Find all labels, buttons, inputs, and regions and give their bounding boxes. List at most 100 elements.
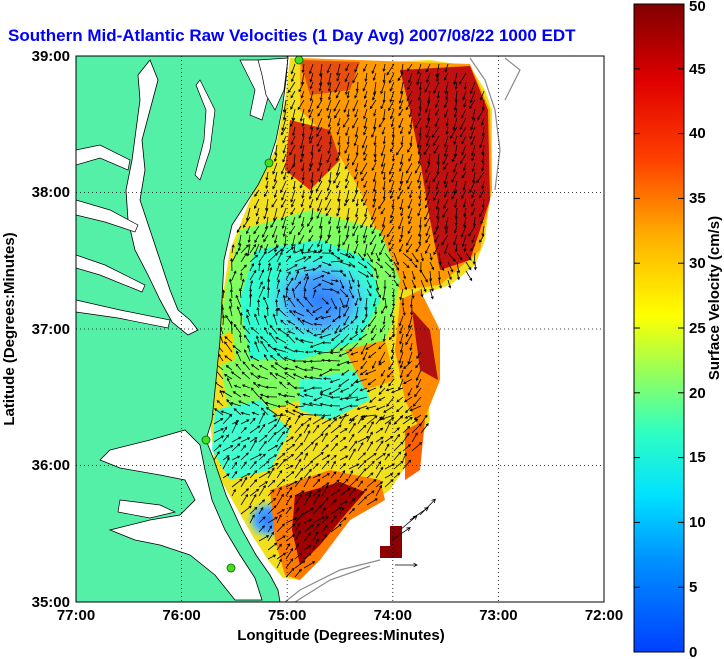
velocity-arrow xyxy=(456,252,463,261)
velocity-arrow xyxy=(402,279,408,291)
velocity-arrow xyxy=(326,180,332,192)
velocity-arrow xyxy=(285,480,298,488)
velocity-arrow xyxy=(303,288,307,299)
velocity-arrow xyxy=(444,99,449,109)
velocity-arrow xyxy=(391,387,404,394)
velocity-arrow xyxy=(424,162,431,174)
velocity-arrow xyxy=(330,418,338,425)
velocity-arrow xyxy=(348,508,356,515)
velocity-arrow xyxy=(276,288,281,299)
velocity-arrow xyxy=(375,466,384,479)
velocity-arrow xyxy=(303,423,310,434)
velocity-arrow xyxy=(258,261,262,272)
velocity-arrow xyxy=(348,478,359,488)
velocity-arrow xyxy=(352,189,359,203)
velocity-arrow xyxy=(254,234,260,244)
velocity-arrow xyxy=(366,452,377,461)
velocity-arrow xyxy=(313,349,323,353)
velocity-arrow xyxy=(405,324,413,338)
velocity-arrow xyxy=(303,518,313,524)
velocity-arrow xyxy=(267,479,276,488)
velocity-arrow xyxy=(240,264,247,272)
velocity-arrow xyxy=(321,484,329,497)
velocity-arrow xyxy=(330,454,337,461)
velocity-arrow xyxy=(240,461,247,470)
velocity-arrow xyxy=(471,198,476,207)
velocity-arrow xyxy=(243,349,251,362)
velocity-arrow xyxy=(240,452,249,461)
velocity-arrow xyxy=(453,225,458,234)
velocity-arrow xyxy=(231,470,238,479)
velocity-arrow xyxy=(443,144,449,158)
velocity-arrow xyxy=(312,256,323,263)
velocity-arrow xyxy=(414,162,422,174)
velocity-arrow xyxy=(220,410,233,416)
velocity-arrow xyxy=(348,448,356,461)
velocity-arrow xyxy=(360,216,368,229)
velocity-arrow xyxy=(456,270,460,281)
velocity-arrow xyxy=(258,484,266,497)
velocity-arrow xyxy=(337,243,341,252)
velocity-arrow xyxy=(409,297,413,308)
velocity-arrow xyxy=(373,108,377,117)
velocity-arrow xyxy=(294,560,306,569)
velocity-arrow xyxy=(384,421,391,434)
velocity-arrow xyxy=(426,72,431,83)
velocity-arrow xyxy=(346,135,350,146)
velocity-arrow xyxy=(471,144,476,157)
velocity-arrow xyxy=(418,234,422,245)
velocity-arrow xyxy=(312,489,322,497)
velocity-arrow xyxy=(384,297,388,309)
velocity-arrow xyxy=(301,243,305,255)
velocity-arrow xyxy=(416,378,422,389)
velocity-arrow xyxy=(276,535,286,542)
velocity-arrow xyxy=(357,279,361,288)
velocity-arrow xyxy=(267,266,273,281)
velocity-arrow xyxy=(285,543,291,551)
velocity-arrow xyxy=(270,364,278,371)
velocity-arrow xyxy=(373,135,377,146)
velocity-arrow xyxy=(249,488,260,497)
velocity-arrow xyxy=(242,393,251,398)
velocity-arrow xyxy=(371,360,377,370)
velocity-arrow xyxy=(276,404,287,408)
velocity-arrow xyxy=(300,216,305,228)
velocity-arrow xyxy=(461,234,467,248)
velocity-arrow xyxy=(403,396,413,403)
velocity-arrow xyxy=(263,296,269,308)
velocity-arrow xyxy=(336,216,341,230)
velocity-arrow xyxy=(399,333,404,345)
velocity-arrow xyxy=(355,378,368,384)
velocity-arrow xyxy=(379,225,386,237)
velocity-arrow xyxy=(344,144,350,154)
velocity-arrow xyxy=(382,63,386,72)
velocity-arrow xyxy=(441,234,449,246)
velocity-arrow xyxy=(327,117,332,128)
velocity-arrow xyxy=(346,153,350,162)
velocity-arrow xyxy=(366,288,372,297)
velocity-arrow xyxy=(291,234,296,248)
colorbar-tick-label: 10 xyxy=(689,514,706,531)
velocity-arrow xyxy=(301,162,305,172)
velocity-arrow xyxy=(393,472,401,479)
velocity-arrow xyxy=(241,384,251,389)
map-title: Southern Mid-Atlantic Raw Velocities (1 … xyxy=(8,26,576,45)
velocity-arrow xyxy=(303,275,310,290)
velocity-arrow xyxy=(274,362,287,371)
velocity-arrow xyxy=(338,405,350,411)
velocity-arrow xyxy=(267,252,279,263)
velocity-arrow xyxy=(425,225,431,237)
velocity-arrow xyxy=(395,562,418,568)
velocity-arrow xyxy=(272,207,278,222)
velocity-arrow xyxy=(317,108,323,117)
velocity-arrow xyxy=(301,117,305,128)
velocity-arrow xyxy=(399,198,404,211)
velocity-arrow xyxy=(312,264,322,272)
velocity-arrow xyxy=(339,445,348,452)
velocity-arrow xyxy=(251,411,260,416)
velocity-arrow xyxy=(273,234,278,244)
velocity-arrow xyxy=(268,332,278,344)
velocity-arrow xyxy=(402,252,413,262)
velocity-arrow xyxy=(328,135,332,146)
velocity-arrow xyxy=(299,135,305,150)
